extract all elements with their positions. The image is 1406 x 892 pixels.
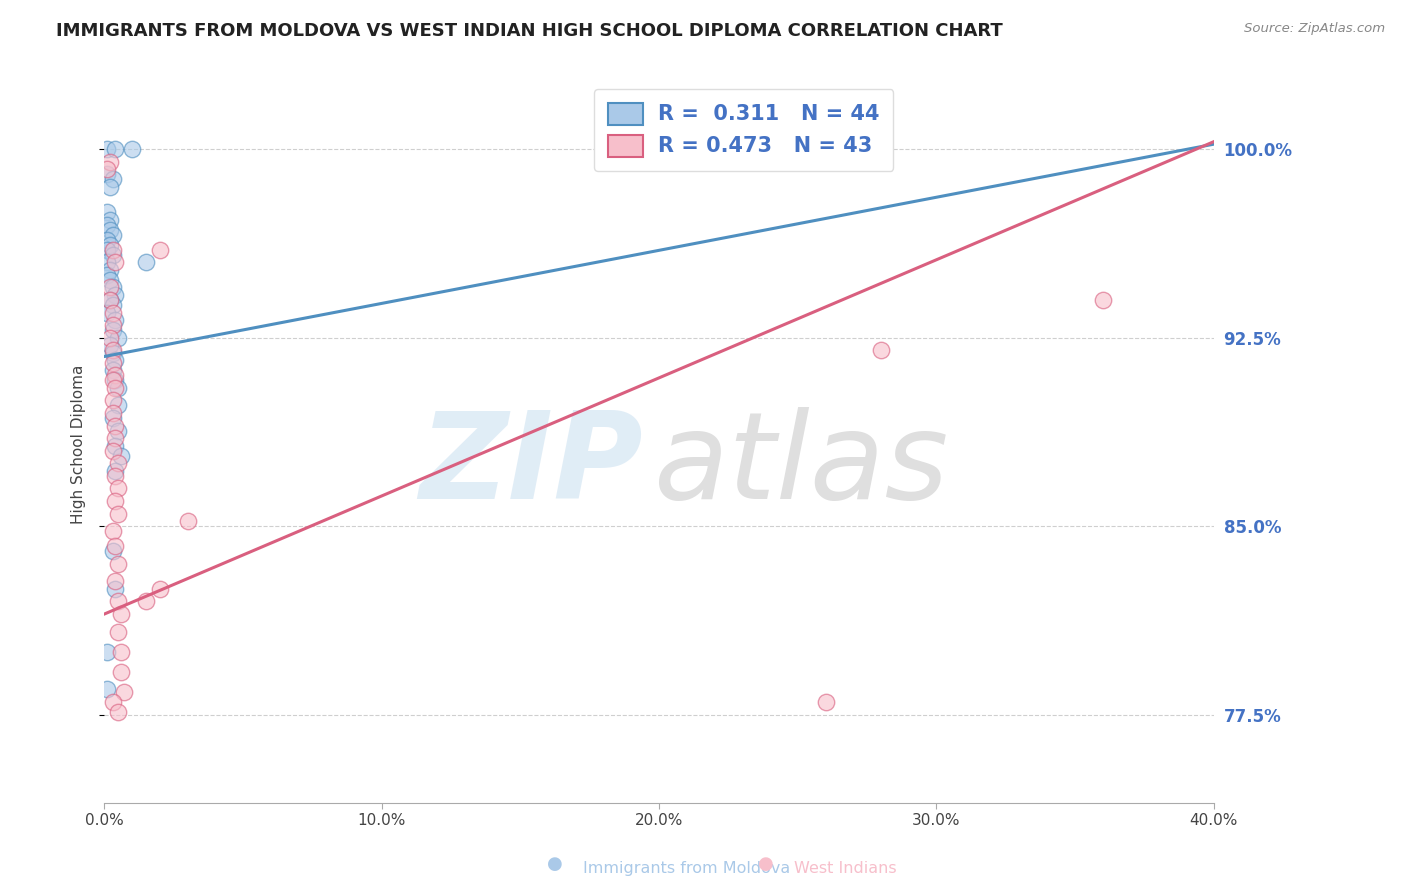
Legend: R =  0.311   N = 44, R = 0.473   N = 43: R = 0.311 N = 44, R = 0.473 N = 43 bbox=[595, 89, 893, 170]
Point bbox=[104, 368, 127, 383]
Point bbox=[101, 318, 124, 332]
Point bbox=[101, 248, 124, 262]
Point bbox=[104, 142, 127, 156]
Point bbox=[104, 431, 127, 445]
Point bbox=[101, 345, 124, 359]
Point bbox=[101, 443, 124, 458]
Point bbox=[121, 142, 143, 156]
Point bbox=[101, 373, 124, 387]
Point bbox=[104, 418, 127, 433]
Point bbox=[101, 524, 124, 538]
Point bbox=[104, 464, 127, 478]
Point bbox=[96, 305, 118, 319]
Point bbox=[98, 180, 121, 194]
Point bbox=[96, 162, 118, 177]
Point bbox=[98, 293, 121, 307]
Point bbox=[101, 323, 124, 337]
Point bbox=[98, 338, 121, 352]
Point bbox=[98, 293, 121, 307]
Point bbox=[104, 381, 127, 395]
Point bbox=[107, 331, 129, 345]
Point bbox=[98, 237, 121, 252]
Point bbox=[96, 255, 118, 269]
Point bbox=[814, 695, 837, 709]
Point bbox=[107, 507, 129, 521]
Point bbox=[110, 449, 132, 463]
Point bbox=[110, 607, 132, 621]
Point bbox=[96, 243, 118, 257]
Point bbox=[107, 456, 129, 470]
Point bbox=[110, 665, 132, 679]
Point bbox=[104, 255, 127, 269]
Point bbox=[96, 233, 118, 247]
Point bbox=[104, 288, 127, 302]
Point bbox=[96, 218, 118, 232]
Point bbox=[101, 695, 124, 709]
Point bbox=[98, 212, 121, 227]
Point bbox=[176, 514, 198, 528]
Point bbox=[101, 393, 124, 408]
Point bbox=[96, 167, 118, 181]
Point bbox=[101, 298, 124, 312]
Point bbox=[107, 381, 129, 395]
Point bbox=[96, 142, 118, 156]
Point bbox=[96, 205, 118, 219]
Point bbox=[107, 594, 129, 608]
Point bbox=[107, 624, 129, 639]
Point bbox=[870, 343, 893, 358]
Point bbox=[98, 222, 121, 236]
Point bbox=[135, 255, 157, 269]
Point bbox=[101, 411, 124, 425]
Point bbox=[107, 399, 129, 413]
Y-axis label: High School Diploma: High School Diploma bbox=[72, 365, 86, 524]
Point bbox=[104, 373, 127, 387]
Text: ●: ● bbox=[547, 855, 564, 873]
Point bbox=[101, 305, 124, 319]
Point bbox=[149, 243, 172, 257]
Point bbox=[135, 594, 157, 608]
Point bbox=[107, 482, 129, 496]
Point bbox=[96, 682, 118, 697]
Point bbox=[104, 539, 127, 553]
Point bbox=[98, 262, 121, 277]
Text: ZIP: ZIP bbox=[419, 408, 643, 524]
Point bbox=[98, 331, 121, 345]
Point bbox=[96, 645, 118, 659]
Point bbox=[101, 363, 124, 377]
Text: atlas: atlas bbox=[654, 408, 949, 524]
Point bbox=[101, 227, 124, 242]
Point bbox=[101, 343, 124, 358]
Text: West Indians: West Indians bbox=[794, 861, 897, 876]
Point bbox=[98, 273, 121, 287]
Point bbox=[110, 645, 132, 659]
Point bbox=[149, 582, 172, 596]
Text: Source: ZipAtlas.com: Source: ZipAtlas.com bbox=[1244, 22, 1385, 36]
Point bbox=[96, 268, 118, 282]
Text: IMMIGRANTS FROM MOLDOVA VS WEST INDIAN HIGH SCHOOL DIPLOMA CORRELATION CHART: IMMIGRANTS FROM MOLDOVA VS WEST INDIAN H… bbox=[56, 22, 1002, 40]
Point bbox=[112, 685, 135, 699]
Point bbox=[104, 468, 127, 483]
Point bbox=[104, 313, 127, 327]
Point bbox=[107, 705, 129, 719]
Point bbox=[1091, 293, 1114, 307]
Point bbox=[104, 439, 127, 453]
Point bbox=[101, 172, 124, 186]
Point bbox=[104, 353, 127, 368]
Text: Immigrants from Moldova: Immigrants from Moldova bbox=[583, 861, 790, 876]
Point bbox=[101, 356, 124, 370]
Text: ●: ● bbox=[758, 855, 775, 873]
Point bbox=[101, 406, 124, 420]
Point bbox=[104, 574, 127, 589]
Point bbox=[98, 280, 121, 294]
Point bbox=[104, 494, 127, 508]
Point bbox=[101, 243, 124, 257]
Point bbox=[98, 154, 121, 169]
Point bbox=[104, 582, 127, 596]
Point bbox=[101, 280, 124, 294]
Point bbox=[101, 544, 124, 558]
Point bbox=[107, 424, 129, 438]
Point bbox=[107, 557, 129, 571]
